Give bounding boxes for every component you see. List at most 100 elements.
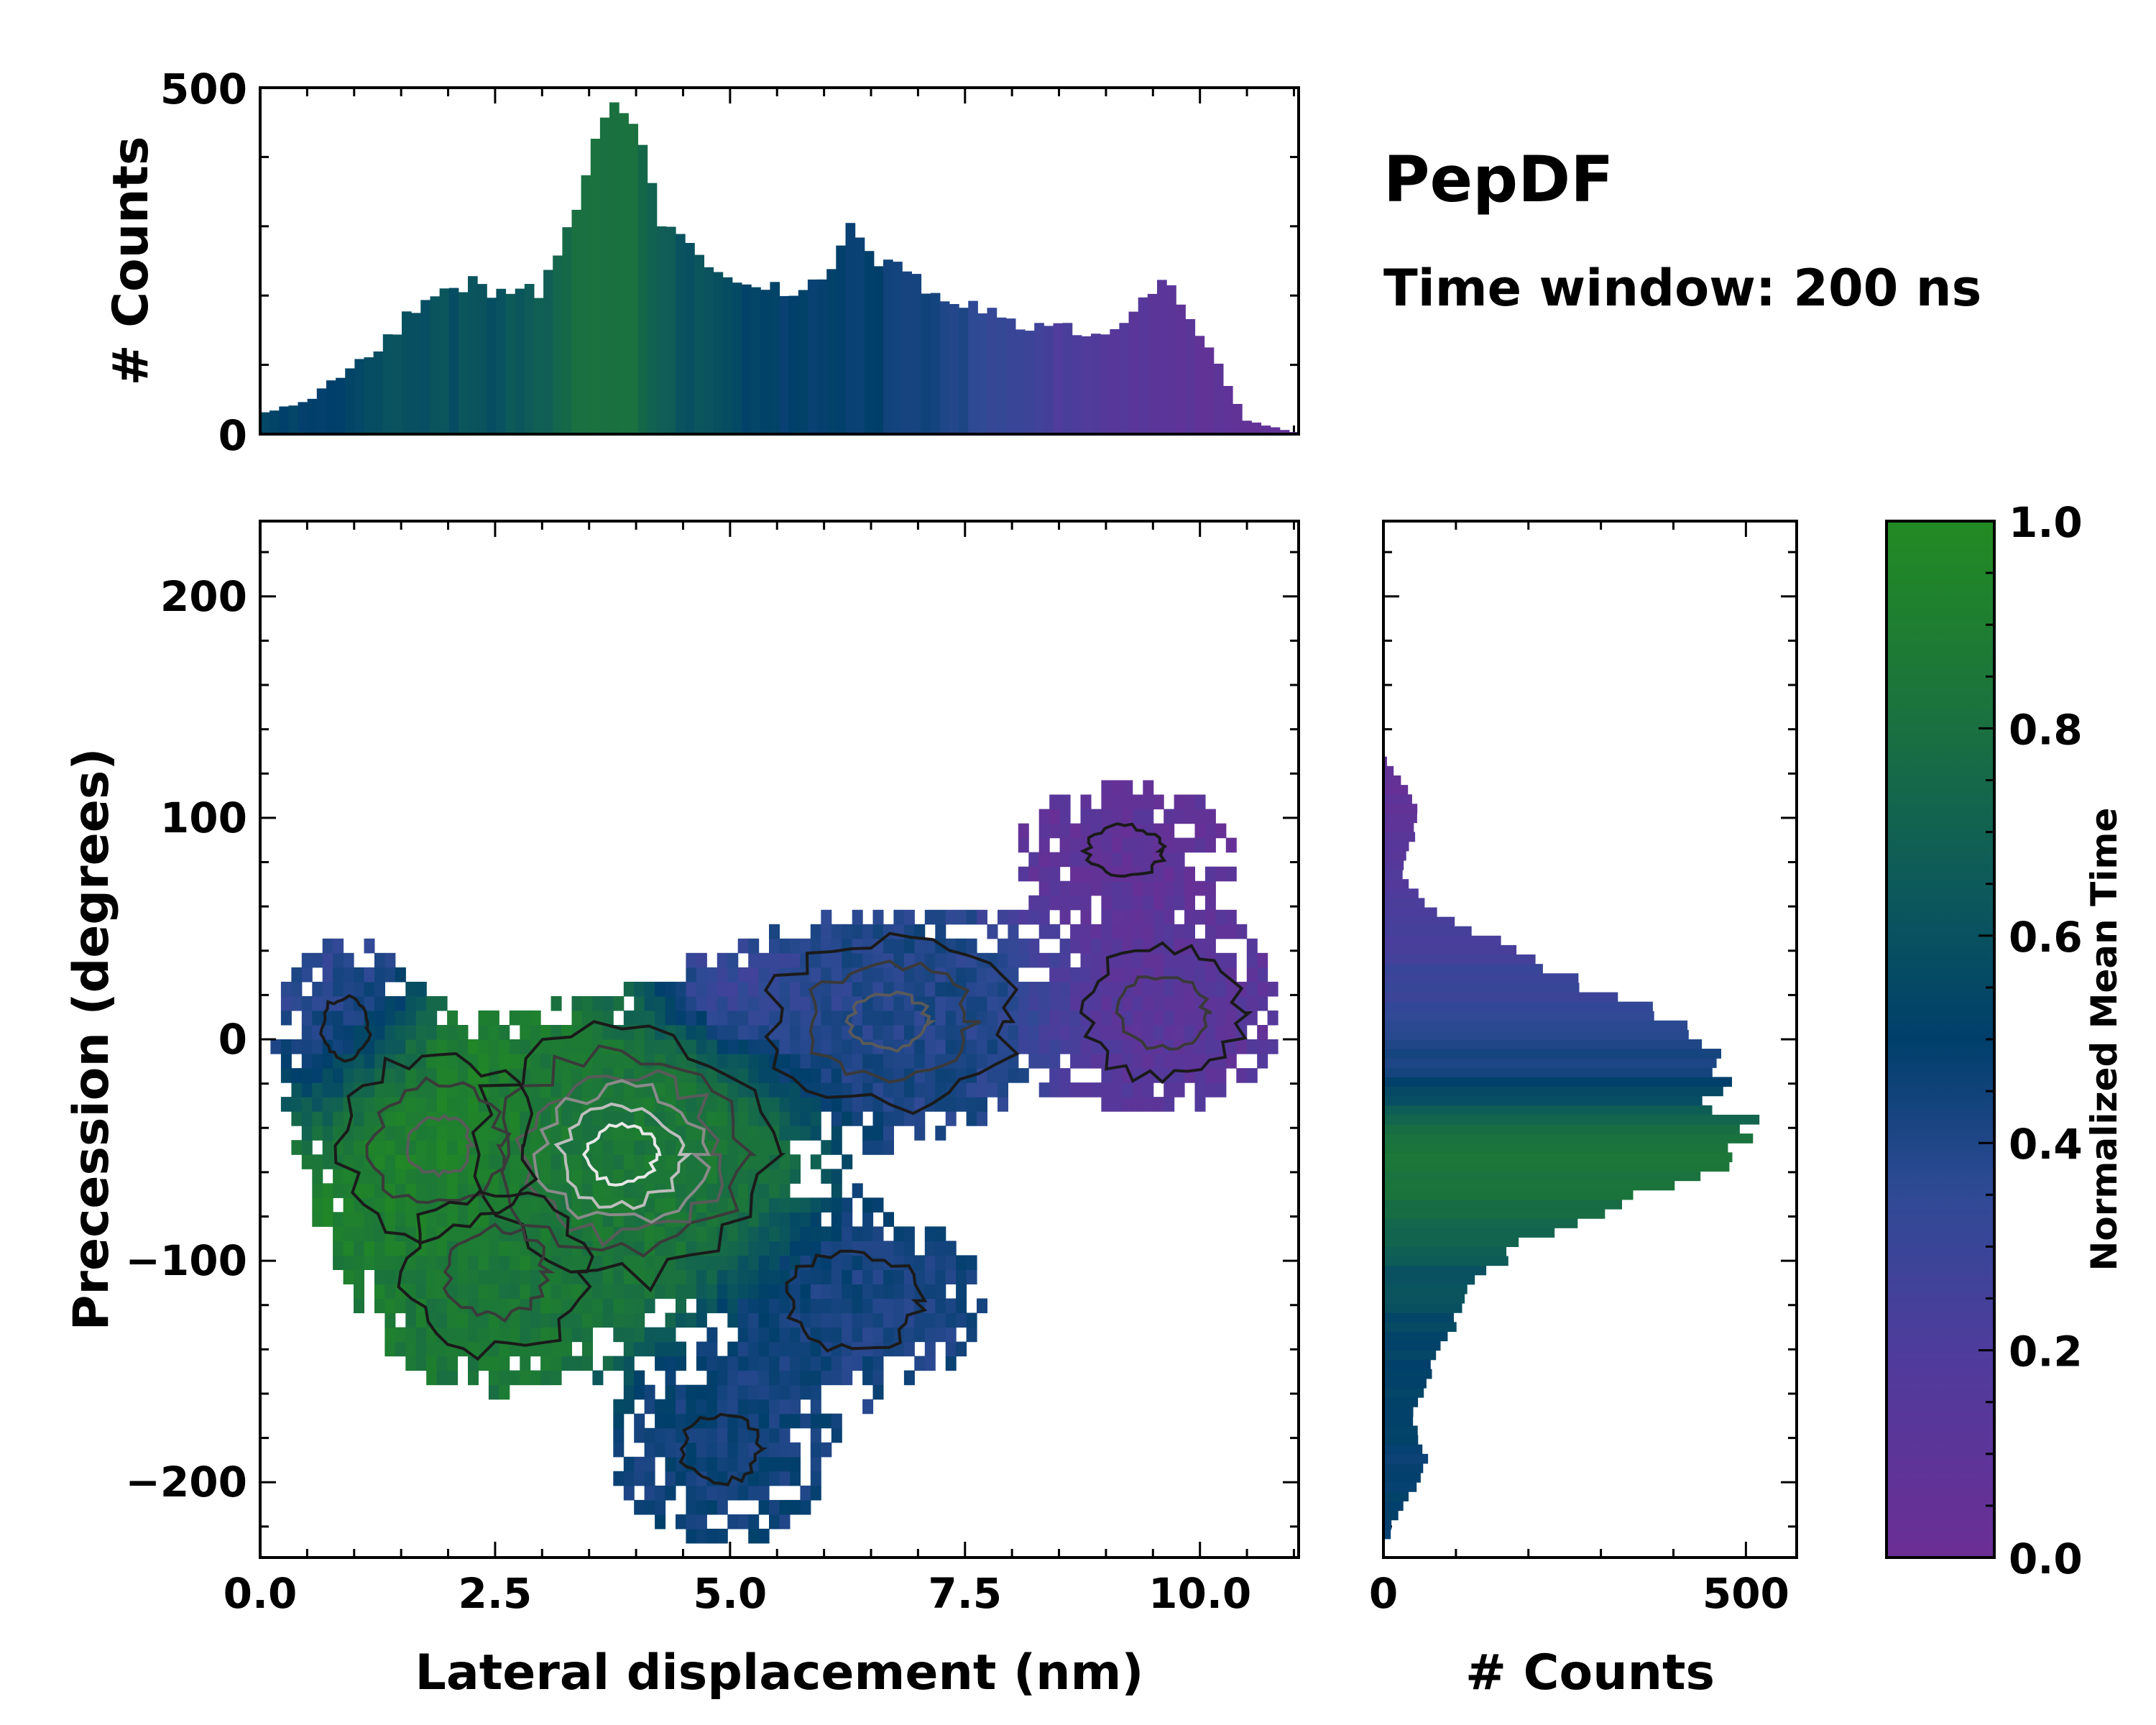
heatmap-cell — [520, 1039, 531, 1054]
heatmap-cell — [998, 909, 1008, 925]
heatmap-cell — [623, 1327, 635, 1343]
heatmap-cell — [1080, 823, 1092, 839]
heatmap-cell — [914, 1255, 926, 1270]
heatmap-cell — [644, 1197, 655, 1213]
heatmap-cell — [727, 1370, 739, 1386]
heatmap-cell — [727, 1140, 739, 1155]
heatmap-cell — [509, 1284, 520, 1300]
heatmap-cell — [998, 952, 1008, 968]
heatmap-cell — [530, 1298, 541, 1314]
heatmap-cell — [1059, 1025, 1071, 1040]
heatmap-cell — [468, 1269, 479, 1284]
heatmap-cell — [571, 1010, 583, 1026]
heatmap-cell — [737, 1255, 749, 1270]
top-bar — [836, 245, 846, 434]
heatmap-cells — [270, 780, 1279, 1544]
heatmap-cell — [883, 1111, 894, 1126]
heatmap-cell — [644, 1471, 655, 1486]
heatmap-cell — [1122, 895, 1133, 911]
heatmap-cell — [706, 1025, 718, 1040]
heatmap-cell — [312, 1183, 323, 1198]
heatmap-cell — [748, 1126, 760, 1141]
top-bar — [1034, 323, 1044, 434]
heatmap-cell — [717, 1370, 728, 1386]
right-bar — [1383, 1453, 1429, 1464]
heatmap-cell — [457, 1255, 469, 1270]
heatmap-cell — [1184, 909, 1195, 925]
heatmap-cell — [758, 995, 770, 1011]
heatmap-cell — [1111, 1097, 1123, 1112]
heatmap-cell — [1174, 895, 1185, 911]
heatmap-cell — [384, 1025, 396, 1040]
heatmap-cell — [592, 1312, 604, 1328]
right-bar — [1383, 1473, 1421, 1483]
heatmap-cell — [810, 952, 821, 968]
heatmap-cell — [727, 1284, 739, 1300]
heatmap-cell — [1008, 924, 1019, 939]
heatmap-cell — [862, 1140, 874, 1155]
heatmap-cell — [384, 1284, 396, 1300]
heatmap-cell — [696, 1427, 707, 1443]
heatmap-cell — [790, 1327, 801, 1343]
heatmap-cell — [696, 1399, 707, 1414]
heatmap-cell — [1101, 909, 1112, 925]
top-bar — [534, 298, 544, 434]
heatmap-cell — [903, 1010, 915, 1026]
heatmap-cell — [301, 995, 313, 1011]
heatmap-cell — [914, 1111, 926, 1126]
heatmap-cell — [322, 938, 333, 954]
heatmap-cell — [1111, 866, 1123, 882]
heatmap-cell — [790, 1413, 801, 1429]
heatmap-cell — [1164, 1054, 1175, 1069]
heatmap-cell — [1204, 866, 1216, 882]
heatmap-cell — [779, 1025, 791, 1040]
heatmap-cell — [301, 1010, 313, 1026]
heatmap-cell — [748, 1356, 760, 1371]
heatmap-cell — [426, 1054, 438, 1069]
heatmap-cell — [1143, 1025, 1154, 1040]
heatmap-cell — [1204, 981, 1216, 997]
heatmap-cell — [602, 1010, 614, 1026]
heatmap-cell — [571, 1039, 583, 1054]
heatmap-cell — [644, 1097, 655, 1112]
heatmap-cell — [374, 1226, 385, 1241]
heatmap-cell — [737, 1356, 749, 1371]
heatmap-cell — [1164, 880, 1175, 896]
heatmap-cell — [665, 1212, 676, 1227]
heatmap-cell — [842, 981, 853, 997]
heatmap-cell — [312, 1197, 323, 1213]
top-bar — [1015, 329, 1026, 434]
heatmap-cell — [280, 1097, 292, 1112]
heatmap-cell — [436, 1140, 448, 1155]
top-bar — [1025, 331, 1035, 434]
x-axis-title: # Counts — [1465, 1644, 1715, 1701]
heatmap-cell — [717, 1126, 728, 1141]
heatmap-cell — [1246, 1039, 1258, 1054]
heatmap-cell — [613, 1183, 625, 1198]
heatmap-cell — [821, 1140, 832, 1155]
heatmap-cell — [717, 1427, 728, 1443]
heatmap-cell — [1215, 1082, 1227, 1098]
heatmap-cell — [727, 1025, 739, 1040]
heatmap-cell — [914, 1312, 926, 1328]
heatmap-cell — [977, 1298, 987, 1314]
heatmap-cell — [737, 1327, 749, 1343]
heatmap-cell — [872, 967, 884, 983]
heatmap-cell — [634, 995, 645, 1011]
heatmap-cell — [872, 1197, 884, 1213]
heatmap-cell — [737, 1269, 749, 1284]
heatmap-cell — [447, 1154, 459, 1169]
heatmap-cell — [1038, 895, 1050, 911]
heatmap-cell — [1164, 895, 1175, 911]
heatmap-cell — [810, 1427, 821, 1443]
heatmap-cell — [613, 1140, 625, 1155]
heatmap-cell — [1049, 1025, 1061, 1040]
heatmap-cell — [550, 1183, 562, 1198]
heatmap-cell — [779, 1399, 791, 1414]
heatmap-cell — [1049, 952, 1061, 968]
heatmap-cell — [758, 1298, 770, 1314]
heatmap-cell — [655, 1327, 666, 1343]
heatmap-cell — [426, 1126, 438, 1141]
right-bar — [1383, 1246, 1507, 1257]
heatmap-cell — [779, 1082, 791, 1098]
